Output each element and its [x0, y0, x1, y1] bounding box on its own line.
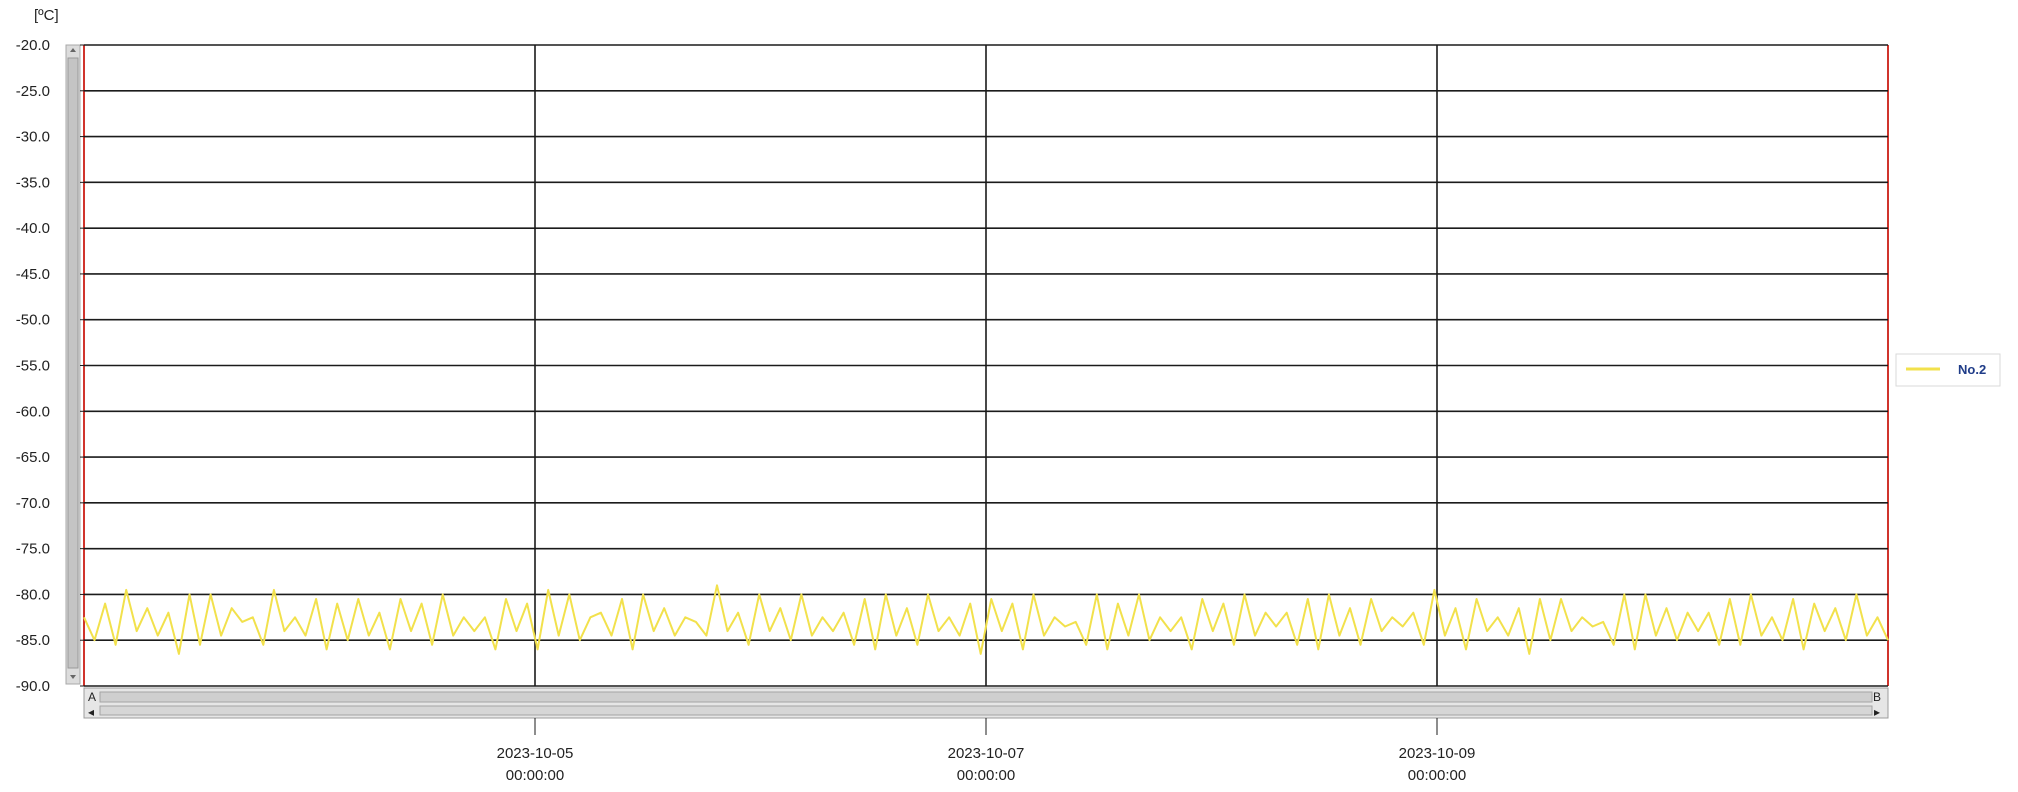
y-axis: -20.0 -25.0 -30.0 -35.0 -40.0 -45.0 -50.0 -55.0…	[16, 37, 84, 695]
grid	[84, 44, 1888, 687]
scroll-left-icon[interactable]: ◂	[88, 705, 94, 719]
x-tick-label-date: 2023-10-05	[497, 745, 574, 762]
y-tick-label: -80.0	[16, 586, 50, 603]
y-tick-label: -20.0	[16, 37, 50, 54]
x-tick-label-date: 2023-10-07	[948, 745, 1025, 762]
scroll-down-icon[interactable]	[70, 675, 76, 679]
y-tick-label: -45.0	[16, 266, 50, 283]
y-axis-unit-label: [ºC]	[34, 7, 59, 24]
y-tick-label: -60.0	[16, 403, 50, 420]
y-tick-label: -35.0	[16, 174, 50, 191]
range-marker-a[interactable]: A	[88, 690, 96, 704]
x-tick-label-time: 00:00:00	[1408, 767, 1466, 784]
y-tick-label: -30.0	[16, 129, 50, 146]
x-tick-label-date: 2023-10-09	[1399, 745, 1476, 762]
y-tick-label: -40.0	[16, 220, 50, 237]
x-axis: 2023-10-05 00:00:00 2023-10-07 00:00:00 2023…	[497, 718, 1476, 784]
x-tick-label-time: 00:00:00	[957, 767, 1015, 784]
range-marker-b[interactable]: B	[1873, 690, 1881, 704]
x-tick-label-time: 00:00:00	[506, 767, 564, 784]
y-tick-label: -75.0	[16, 541, 50, 558]
series-line-no2	[83, 584, 1889, 655]
y-tick-label: -55.0	[16, 358, 50, 375]
vertical-scrollbar-thumb[interactable]	[67, 57, 79, 669]
legend-label-no2: No.2	[1958, 362, 1986, 377]
vertical-scrollbar[interactable]	[65, 44, 81, 685]
y-tick-label: -65.0	[16, 449, 50, 466]
horizontal-scrollbar-track[interactable]	[99, 705, 1873, 716]
y-tick-label: -90.0	[16, 678, 50, 695]
y-tick-label: -25.0	[16, 83, 50, 100]
y-tick-label: -50.0	[16, 312, 50, 329]
horizontal-scrollbar-thumb[interactable]	[99, 691, 1873, 703]
series-layer	[83, 584, 1889, 655]
y-tick-label: -85.0	[16, 632, 50, 649]
horizontal-scrollbar[interactable]: A B ◂ ▸	[83, 687, 1889, 719]
legend: No.2	[1895, 353, 2001, 387]
scroll-up-icon[interactable]	[70, 48, 76, 52]
scroll-right-icon[interactable]: ▸	[1874, 705, 1880, 719]
y-tick-label: -70.0	[16, 495, 50, 512]
